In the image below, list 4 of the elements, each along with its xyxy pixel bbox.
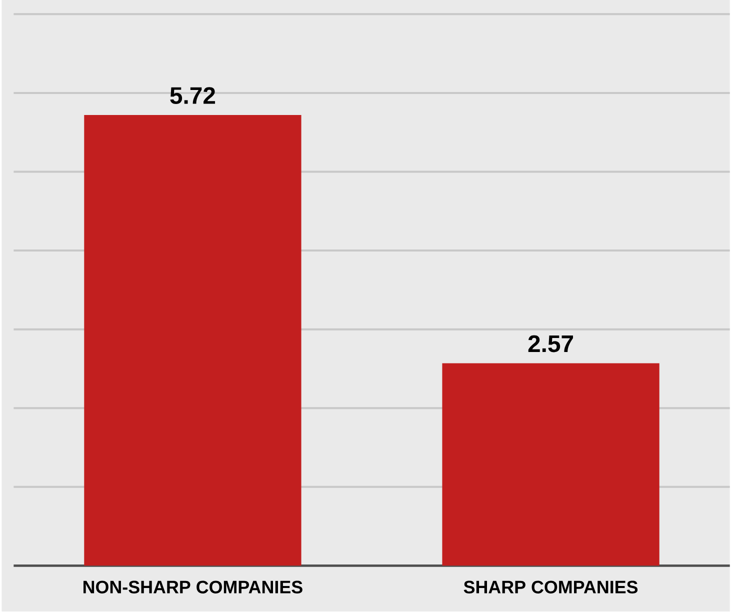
x-tick-label: SHARP COMPANIES: [464, 580, 638, 594]
x-tick-label: NON-SHARP COMPANIES: [84, 580, 302, 594]
data-label: 5.72: [170, 87, 216, 104]
data-label: 2.57: [528, 336, 573, 352]
